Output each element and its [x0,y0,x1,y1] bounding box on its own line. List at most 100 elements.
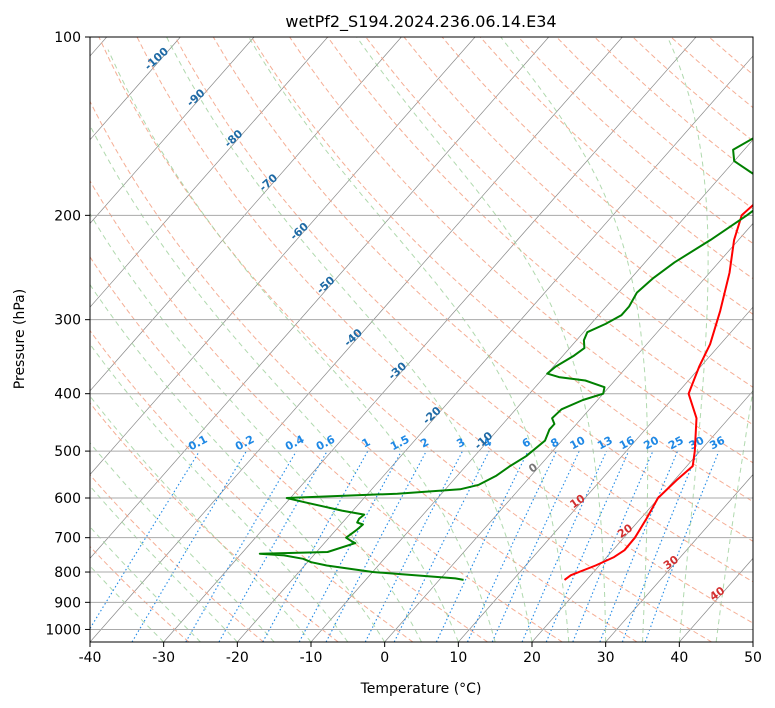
isotherm-line [531,390,753,642]
x-tick-label: 10 [449,650,467,666]
plot-frame [89,36,754,643]
y-tick-label: 200 [54,208,81,224]
x-tick-label: -30 [152,650,175,666]
moist-adiabat-line [90,124,459,642]
dry-adiabat-line [136,37,753,624]
x-tick-label: -10 [300,650,323,666]
mixing-ratio-label: 36 [707,434,727,453]
chart-title: wetPf2_S194.2024.236.06.14.E34 [285,12,556,32]
y-axis-label: Pressure (hPa) [12,289,28,389]
dry-adiabat-line [632,37,753,142]
dry-adiabat-line [365,37,753,388]
x-tick-label: -20 [226,650,249,666]
mixing-ratio-label: 0.6 [314,433,338,454]
y-tick-label: 400 [54,387,81,403]
moist-adiabat-line [90,343,349,642]
mixing-ratio-line [572,450,654,642]
isotherm-label: -100 [142,45,171,73]
mixing-ratio-line [185,450,297,642]
moist-adiabat-line [248,37,570,642]
mixing-ratio-line [393,450,490,642]
isotherm-label: -70 [257,171,281,194]
moist-adiabat-line [667,37,709,642]
mixing-ratio-line [599,450,679,642]
dry-adiabat-line [250,37,753,503]
isotherm-line [90,37,328,308]
moist-adiabat-line [90,565,165,642]
dry-adiabat-line [670,37,753,109]
dry-adiabat-line [90,329,414,642]
moist-adiabat-line [500,37,649,642]
moist-adiabat-line [90,212,422,642]
mixing-ratio-label: 0.4 [283,433,307,454]
moist-adiabat-line [752,638,753,642]
x-tick-label: -40 [79,650,102,666]
mixing-ratio-line [435,450,529,642]
dry-adiabat-line [90,179,563,642]
mixing-ratio-label: 13 [595,434,615,453]
mixing-ratio-label: 6 [520,435,533,450]
x-tick-label: 20 [523,650,541,666]
isotherm-line [384,222,753,642]
mixing-ratio-label: 2 [418,435,431,450]
mixing-ratio-label: 0.1 [186,433,209,454]
moist-adiabat-line [90,526,201,642]
mixing-ratio-label: 1.5 [388,433,411,454]
isotherm-line [605,474,753,642]
moist-adiabat-label: 40 [707,584,727,604]
background-lines [90,37,753,642]
isotherm-line [752,641,753,642]
pressure-gridlines [90,37,753,630]
isotherm-line [163,37,697,642]
dry-adiabat-line [90,256,488,642]
moist-adiabat-line [166,37,533,642]
profile-line [258,137,753,581]
isotherm-line [90,37,181,141]
isotherm-line [90,37,549,559]
isotherm-line [90,37,255,224]
y-axis: 1000 900 800 700 600 500 400 300 200 100 [45,30,90,638]
moist-adiabat-label: 10 [567,492,587,512]
x-tick-label: 40 [670,650,688,666]
dry-adiabat-line [98,37,712,642]
mixing-ratio-line [521,450,608,642]
dry-adiabat-line [90,402,339,642]
mixing-ratio-label: 1 [360,435,373,450]
x-axis-label: Temperature (°C) [360,681,482,697]
mixing-ratio-label: 20 [641,434,661,453]
y-tick-label: 300 [54,313,81,329]
x-axis: -40 -30 -20 -10 0 10 20 30 40 50 [79,642,762,666]
line-annotations: 0.1 0.2 0.4 0.6 1 1.5 2 3 4 6 8 10 13 16 20 25 30 36-100-… [142,45,728,604]
isotherm-line [90,37,402,392]
mixing-ratio-label: 30 [687,434,707,453]
isotherm-label: -80 [222,127,246,150]
dry-adiabat-line [708,37,753,76]
y-tick-label: 800 [54,565,81,581]
dry-adiabat-line [174,37,753,583]
dry-adiabat-line [212,37,753,542]
mixing-ratio-line [621,450,699,642]
y-tick-label: 500 [54,444,81,460]
mixing-ratio-label: 16 [617,434,637,453]
mixing-ratio-line [262,450,369,642]
isotherm-line [458,306,753,642]
y-tick-label: 100 [54,30,81,46]
moist-adiabat-label: 30 [661,553,681,573]
dry-adiabat-line [327,37,753,426]
profiles [258,137,753,581]
moist-adiabat-line [356,37,607,642]
mixing-ratio-line [545,450,630,642]
mixing-ratio-label: 0.2 [233,433,256,454]
mixing-ratio-line [364,450,463,642]
y-tick-label: 600 [54,491,81,507]
y-tick-label: 1000 [45,622,81,638]
moist-adiabat-line [715,387,753,642]
dry-adiabat-line [403,37,753,352]
moist-adiabat-line [107,49,496,642]
dry-adiabat-line [90,100,638,642]
dry-adiabat-line [289,37,753,464]
moist-adiabat-line [90,395,312,642]
mixing-ratio-line [298,450,402,642]
isotherm-label: -30 [386,359,410,382]
